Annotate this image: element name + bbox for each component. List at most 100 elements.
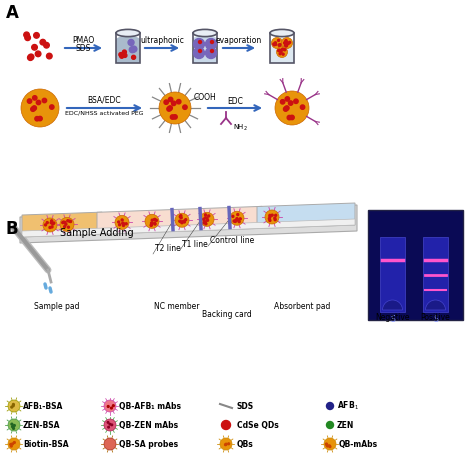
Circle shape	[25, 35, 30, 41]
Circle shape	[112, 405, 114, 407]
Circle shape	[289, 41, 291, 43]
Circle shape	[115, 215, 129, 230]
Circle shape	[236, 218, 238, 220]
Circle shape	[285, 41, 287, 42]
Circle shape	[237, 213, 239, 216]
Circle shape	[278, 49, 280, 51]
Circle shape	[287, 42, 289, 44]
Circle shape	[109, 423, 111, 425]
Circle shape	[167, 107, 171, 111]
Circle shape	[204, 221, 206, 223]
Circle shape	[122, 222, 124, 224]
Circle shape	[119, 53, 123, 57]
Circle shape	[204, 217, 206, 219]
Circle shape	[145, 214, 159, 228]
Text: T2 line: T2 line	[155, 244, 181, 253]
Wedge shape	[383, 300, 402, 310]
Circle shape	[283, 107, 288, 111]
Circle shape	[170, 115, 175, 119]
Circle shape	[234, 220, 237, 223]
Circle shape	[175, 213, 189, 227]
Circle shape	[63, 221, 64, 223]
Circle shape	[193, 47, 204, 59]
Text: Positive: Positive	[420, 313, 450, 322]
Circle shape	[328, 445, 330, 447]
Text: AFB$_1$: AFB$_1$	[337, 400, 359, 412]
Text: Control line: Control line	[210, 236, 254, 245]
Circle shape	[118, 224, 120, 226]
Circle shape	[168, 97, 173, 102]
Circle shape	[275, 214, 277, 216]
Ellipse shape	[270, 38, 294, 45]
Circle shape	[8, 419, 20, 431]
Circle shape	[11, 423, 13, 425]
Circle shape	[69, 220, 71, 222]
Text: NC member: NC member	[154, 302, 200, 311]
Circle shape	[28, 54, 34, 59]
Circle shape	[181, 222, 183, 224]
Circle shape	[274, 43, 277, 45]
Circle shape	[13, 427, 14, 429]
Circle shape	[282, 48, 283, 50]
Circle shape	[210, 41, 213, 43]
Circle shape	[151, 224, 153, 226]
Circle shape	[327, 445, 328, 447]
Circle shape	[70, 220, 72, 223]
Circle shape	[65, 223, 67, 225]
Circle shape	[154, 219, 156, 220]
Circle shape	[154, 223, 156, 225]
Circle shape	[206, 217, 208, 219]
Circle shape	[183, 221, 185, 223]
Circle shape	[265, 210, 279, 224]
Circle shape	[173, 115, 177, 119]
Circle shape	[238, 221, 240, 223]
Circle shape	[168, 106, 173, 110]
Circle shape	[154, 222, 155, 224]
Circle shape	[286, 43, 288, 45]
Circle shape	[176, 100, 181, 104]
Circle shape	[199, 49, 201, 53]
Circle shape	[274, 217, 276, 219]
Circle shape	[220, 438, 232, 450]
Circle shape	[49, 226, 51, 229]
Bar	[193, 39, 217, 63]
Text: AFB₁-BSA: AFB₁-BSA	[23, 402, 64, 410]
Circle shape	[287, 115, 292, 120]
Circle shape	[67, 220, 69, 222]
Circle shape	[327, 421, 334, 429]
Text: A: A	[6, 4, 19, 22]
Circle shape	[50, 222, 52, 224]
Circle shape	[203, 219, 205, 220]
Circle shape	[27, 55, 33, 60]
Ellipse shape	[193, 35, 217, 42]
Circle shape	[281, 100, 285, 104]
Text: QB-mAbs: QB-mAbs	[339, 439, 378, 449]
Circle shape	[271, 214, 273, 216]
Circle shape	[232, 215, 234, 217]
Circle shape	[285, 40, 287, 41]
Circle shape	[182, 220, 184, 222]
Circle shape	[274, 42, 276, 44]
Circle shape	[104, 419, 116, 431]
Circle shape	[12, 405, 14, 407]
Ellipse shape	[193, 30, 217, 36]
Circle shape	[51, 220, 53, 222]
Circle shape	[111, 424, 113, 426]
Circle shape	[278, 50, 280, 52]
Circle shape	[193, 39, 204, 49]
Circle shape	[324, 438, 336, 450]
Text: QBs: QBs	[237, 439, 254, 449]
Text: S: S	[390, 315, 395, 324]
Circle shape	[183, 105, 187, 109]
Circle shape	[10, 443, 12, 445]
Circle shape	[200, 213, 214, 226]
Circle shape	[52, 223, 54, 225]
Circle shape	[278, 39, 280, 41]
Circle shape	[64, 221, 66, 224]
Circle shape	[32, 45, 37, 50]
Circle shape	[268, 218, 270, 219]
Circle shape	[107, 422, 109, 423]
Text: ultraphonic: ultraphonic	[140, 36, 184, 46]
Circle shape	[274, 219, 276, 221]
Circle shape	[31, 107, 35, 112]
